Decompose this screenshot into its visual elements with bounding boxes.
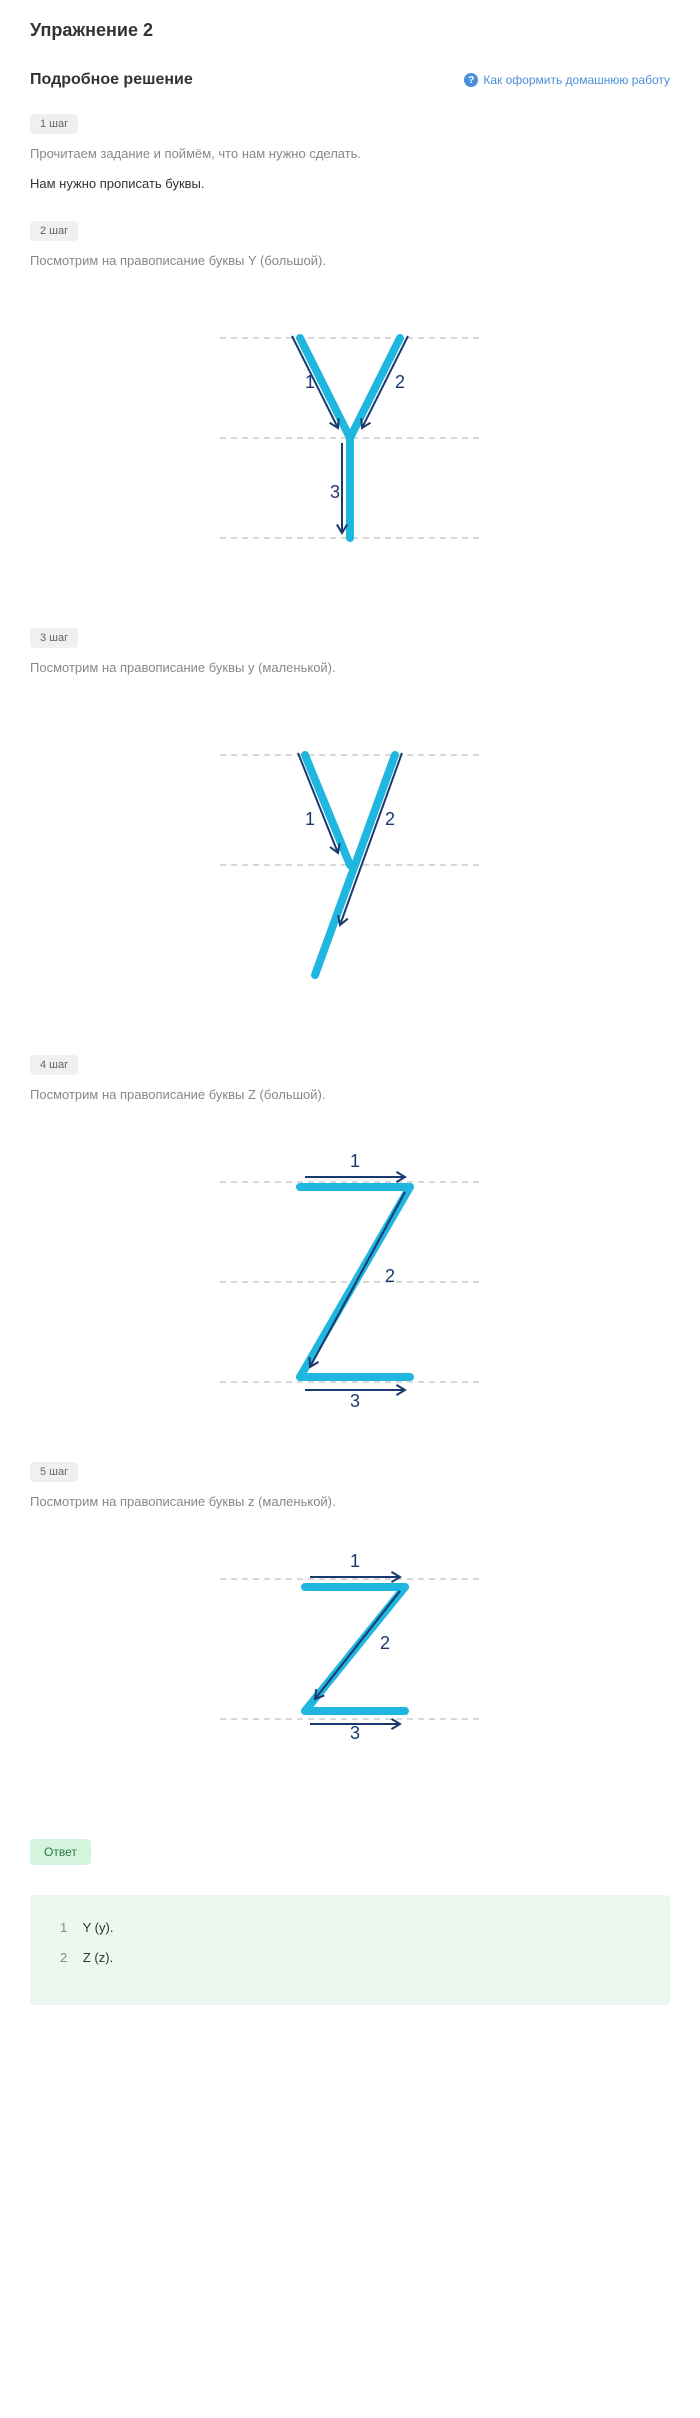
svg-text:2: 2	[395, 372, 405, 392]
step-1: 1 шаг Прочитаем задание и поймём, что на…	[30, 114, 670, 191]
step-desc: Посмотрим на правописание буквы y (мален…	[30, 660, 670, 675]
svg-text:3: 3	[330, 482, 340, 502]
step-content: Нам нужно прописать буквы.	[30, 176, 670, 191]
figure-y-small: 12	[30, 705, 670, 1005]
svg-text:1: 1	[350, 1551, 360, 1571]
svg-text:1: 1	[305, 372, 315, 392]
question-icon: ?	[464, 73, 478, 87]
svg-text:2: 2	[385, 809, 395, 829]
answer-box: 1 Y (y). 2 Z (z).	[30, 1895, 670, 2005]
step-badge: 3 шаг	[30, 628, 78, 648]
step-desc: Посмотрим на правописание буквы z (мален…	[30, 1494, 670, 1509]
answer-num: 1	[60, 1920, 67, 1935]
svg-text:3: 3	[350, 1391, 360, 1411]
svg-text:2: 2	[380, 1633, 390, 1653]
answer-text: Y (y).	[83, 1920, 114, 1935]
help-link-text: Как оформить домашнюю работу	[483, 73, 670, 87]
figure-Z-big: 1 2 3	[30, 1132, 670, 1412]
svg-text:3: 3	[350, 1723, 360, 1743]
svg-text:1: 1	[305, 809, 315, 829]
step-desc: Прочитаем задание и поймём, что нам нужн…	[30, 146, 670, 161]
answer-num: 2	[60, 1950, 67, 1965]
figure-z-small: 1 2 3	[30, 1539, 670, 1759]
page-title: Упражнение 2	[30, 20, 670, 41]
step-badge: 5 шаг	[30, 1462, 78, 1482]
answer-item: 1 Y (y).	[60, 1920, 640, 1935]
svg-text:1: 1	[350, 1151, 360, 1171]
step-badge: 2 шаг	[30, 221, 78, 241]
step-5: 5 шаг Посмотрим на правописание буквы z …	[30, 1462, 670, 1759]
svg-text:2: 2	[385, 1266, 395, 1286]
subtitle-row: Подробное решение ? Как оформить домашню…	[30, 71, 670, 89]
step-2: 2 шаг Посмотрим на правописание буквы Y …	[30, 221, 670, 578]
figure-Y-big: 1 2 3	[30, 298, 670, 578]
step-desc: Посмотрим на правописание буквы Z (больш…	[30, 1087, 670, 1102]
step-badge: 1 шаг	[30, 114, 78, 134]
answer-text: Z (z).	[83, 1950, 113, 1965]
step-3: 3 шаг Посмотрим на правописание буквы y …	[30, 628, 670, 1005]
answer-badge: Ответ	[30, 1839, 91, 1865]
step-desc: Посмотрим на правописание буквы Y (больш…	[30, 253, 670, 268]
answer-item: 2 Z (z).	[60, 1950, 640, 1965]
subtitle: Подробное решение	[30, 71, 193, 89]
step-badge: 4 шаг	[30, 1055, 78, 1075]
help-link[interactable]: ? Как оформить домашнюю работу	[464, 73, 670, 87]
step-4: 4 шаг Посмотрим на правописание буквы Z …	[30, 1055, 670, 1412]
